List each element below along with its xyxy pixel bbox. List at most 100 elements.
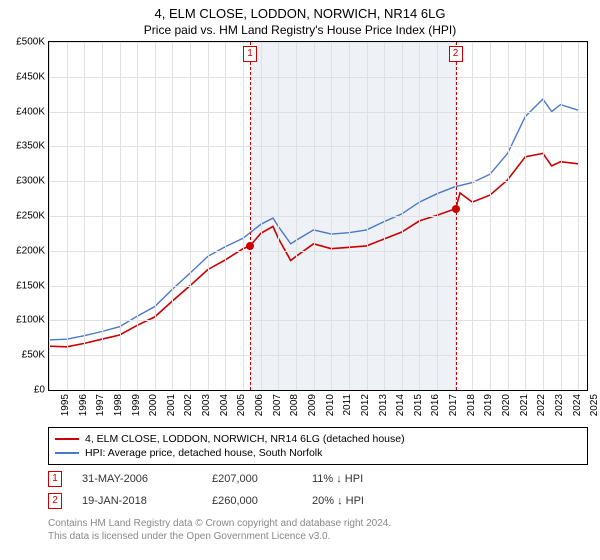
chart-subtitle: Price paid vs. HM Land Registry's House … (0, 21, 600, 41)
x-axis-label: 2006 (254, 394, 265, 416)
gridline-v (525, 42, 526, 390)
y-axis-label: £150K (16, 280, 45, 291)
x-axis-label: 1996 (78, 394, 89, 416)
gridline-h (49, 77, 587, 78)
sale-point-2 (452, 205, 460, 213)
sale-delta: 11% ↓ HPI (312, 473, 363, 485)
gridline-v (190, 42, 191, 390)
x-axis-label: 2005 (237, 394, 248, 416)
x-axis-label: 1999 (131, 394, 142, 416)
legend-label: 4, ELM CLOSE, LODDON, NORWICH, NR14 6LG … (85, 433, 405, 445)
gridline-v (437, 42, 438, 390)
chart-title: 4, ELM CLOSE, LODDON, NORWICH, NR14 6LG (0, 0, 600, 21)
x-axis-label: 2014 (395, 394, 406, 416)
gridline-v (225, 42, 226, 390)
gridline-v (243, 42, 244, 390)
gridline-v (84, 42, 85, 390)
chart-plot-area: £0£50K£100K£150K£200K£250K£300K£350K£400… (48, 41, 588, 391)
gridline-h (49, 320, 587, 321)
gridline-h (49, 216, 587, 217)
x-axis-label: 2013 (378, 394, 389, 416)
x-axis-label: 2004 (219, 394, 230, 416)
x-axis-label: 2002 (184, 394, 195, 416)
x-axis-label: 2010 (325, 394, 336, 416)
y-axis-label: £100K (16, 315, 45, 326)
chart-container: 4, ELM CLOSE, LODDON, NORWICH, NR14 6LG … (0, 0, 600, 560)
sale-row: 219-JAN-2018£260,00020% ↓ HPI (48, 493, 588, 509)
y-axis-label: £200K (16, 245, 45, 256)
gridline-h (49, 146, 587, 147)
y-axis-label: £450K (16, 71, 45, 82)
gridline-v (155, 42, 156, 390)
gridline-v (472, 42, 473, 390)
x-axis-label: 2012 (360, 394, 371, 416)
sale-price: £207,000 (212, 473, 292, 485)
sales-list: 131-MAY-2006£207,00011% ↓ HPI219-JAN-201… (0, 471, 600, 509)
gridline-v (314, 42, 315, 390)
gridline-v (208, 42, 209, 390)
sale-date: 19-JAN-2018 (82, 495, 192, 507)
x-axis-label: 2015 (413, 394, 424, 416)
x-axis-label: 2008 (289, 394, 300, 416)
gridline-h (49, 286, 587, 287)
gridline-v (367, 42, 368, 390)
x-axis-label: 2021 (519, 394, 530, 416)
x-axis-label: 2009 (307, 394, 318, 416)
x-axis-label: 1997 (95, 394, 106, 416)
y-axis-label: £0 (34, 385, 45, 396)
gridline-v (490, 42, 491, 390)
sale-row: 1 31-MAY-2006 £207,000 11% ↓ HPI (48, 471, 588, 487)
y-axis-label: £350K (16, 141, 45, 152)
x-axis-label: 2020 (501, 394, 512, 416)
sale-vline (250, 42, 251, 390)
legend-box: 4, ELM CLOSE, LODDON, NORWICH, NR14 6LG … (48, 427, 588, 465)
gridline-h (49, 251, 587, 252)
gridline-v (419, 42, 420, 390)
sale-row-marker: 1 (48, 471, 62, 487)
sale-vline (456, 42, 457, 390)
x-axis-label: 2022 (536, 394, 547, 416)
gridline-v (349, 42, 350, 390)
gridline-v (67, 42, 68, 390)
x-axis-label: 2007 (272, 394, 283, 416)
x-axis-label: 2001 (166, 394, 177, 416)
sale-marker-2: 2 (449, 46, 463, 62)
gridline-h (49, 355, 587, 356)
gridline-v (543, 42, 544, 390)
gridline-h (49, 42, 587, 43)
x-axis-label: 2023 (554, 394, 565, 416)
x-axis-label: 2011 (342, 394, 353, 416)
x-axis-label: 2017 (448, 394, 459, 416)
y-axis-label: £400K (16, 106, 45, 117)
y-axis-label: £50K (22, 350, 45, 361)
x-axis-label: 2018 (466, 394, 477, 416)
gridline-v (578, 42, 579, 390)
sale-date: 31-MAY-2006 (82, 473, 192, 485)
gridline-v (384, 42, 385, 390)
gridline-v (49, 42, 50, 390)
gridline-v (120, 42, 121, 390)
legend-swatch (55, 438, 79, 440)
x-axis-label: 2016 (431, 394, 442, 416)
legend-swatch (55, 452, 79, 454)
gridline-h (49, 112, 587, 113)
footer-line-1: Contains HM Land Registry data © Crown c… (48, 517, 588, 530)
gridline-v (137, 42, 138, 390)
sale-delta: 20% ↓ HPI (312, 495, 364, 507)
footer-text: Contains HM Land Registry data © Crown c… (48, 517, 588, 543)
gridline-v (296, 42, 297, 390)
legend-item: HPI: Average price, detached house, Sout… (55, 446, 581, 460)
gridline-v (261, 42, 262, 390)
sale-price: £260,000 (212, 495, 292, 507)
sale-marker-1: 1 (243, 46, 257, 62)
sale-point-1 (246, 242, 254, 250)
y-axis-label: £250K (16, 211, 45, 222)
gridline-h (49, 181, 587, 182)
x-axis-label: 2003 (201, 394, 212, 416)
gridline-v (331, 42, 332, 390)
y-axis-label: £300K (16, 176, 45, 187)
x-axis-label: 2024 (572, 394, 583, 416)
x-axis-label: 2019 (483, 394, 494, 416)
footer-line-2: This data is licensed under the Open Gov… (48, 530, 588, 543)
legend-label: HPI: Average price, detached house, Sout… (85, 447, 322, 459)
